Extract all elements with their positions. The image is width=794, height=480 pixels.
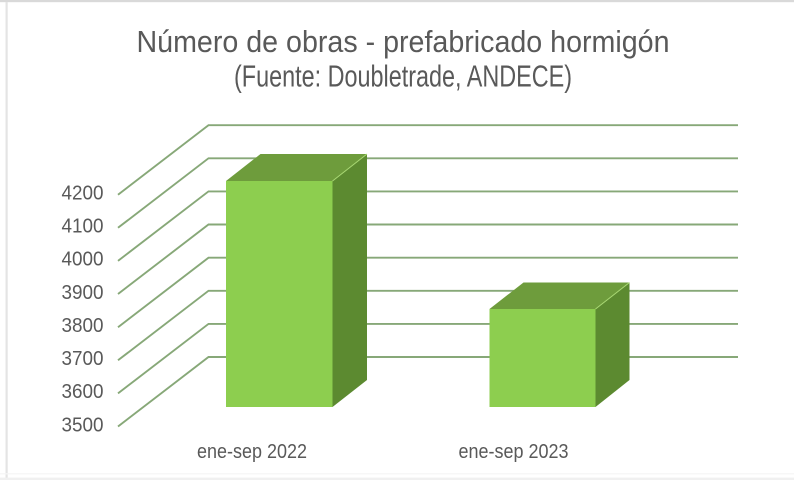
svg-text:4000: 4000 (62, 248, 104, 271)
svg-text:ene-sep 2022: ene-sep 2022 (197, 441, 307, 463)
svg-text:(Fuente: Doubletrade, ANDECE): (Fuente: Doubletrade, ANDECE) (234, 59, 572, 94)
svg-text:4200: 4200 (62, 182, 104, 205)
svg-text:3600: 3600 (62, 380, 104, 403)
svg-text:3700: 3700 (62, 347, 104, 370)
svg-text:3900: 3900 (62, 281, 104, 304)
svg-text:3800: 3800 (62, 314, 104, 337)
svg-text:Número de obras - prefabricado: Número de obras - prefabricado hormigón (137, 24, 670, 59)
svg-text:ene-sep 2023: ene-sep 2023 (459, 441, 569, 463)
svg-text:4100: 4100 (62, 215, 104, 238)
svg-text:3500: 3500 (62, 413, 104, 436)
